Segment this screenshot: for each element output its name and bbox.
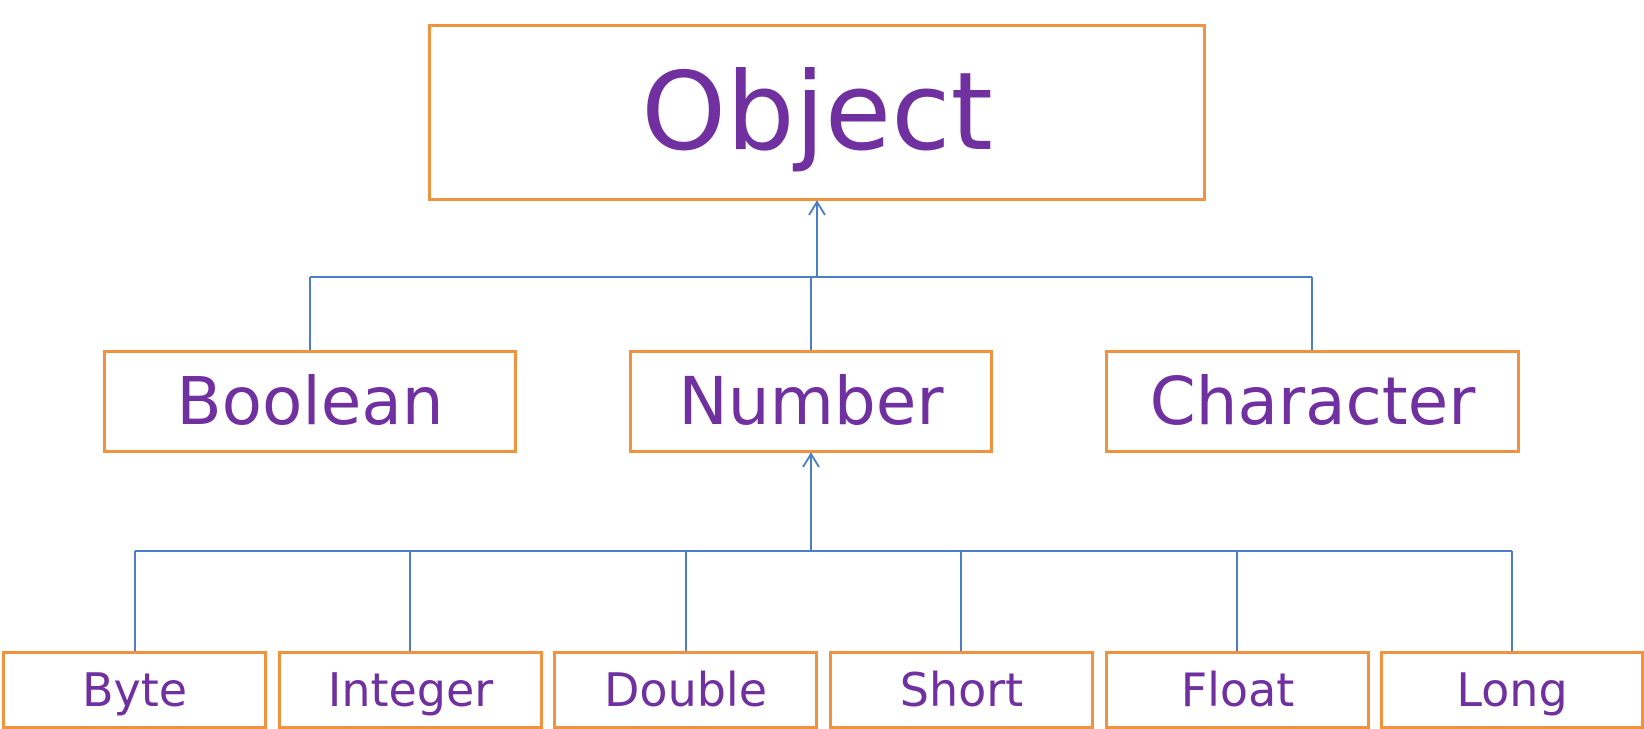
node-float: Float bbox=[1105, 651, 1370, 729]
arrowhead-object bbox=[808, 200, 826, 216]
node-boolean: Boolean bbox=[103, 350, 517, 453]
arrowhead-number bbox=[802, 452, 820, 468]
node-character: Character bbox=[1105, 350, 1520, 453]
node-long: Long bbox=[1380, 651, 1644, 729]
node-object: Object bbox=[428, 24, 1206, 201]
node-double: Double bbox=[553, 651, 818, 729]
node-integer: Integer bbox=[278, 651, 543, 729]
node-byte: Byte bbox=[2, 651, 267, 729]
node-number: Number bbox=[629, 350, 993, 453]
node-short: Short bbox=[829, 651, 1094, 729]
